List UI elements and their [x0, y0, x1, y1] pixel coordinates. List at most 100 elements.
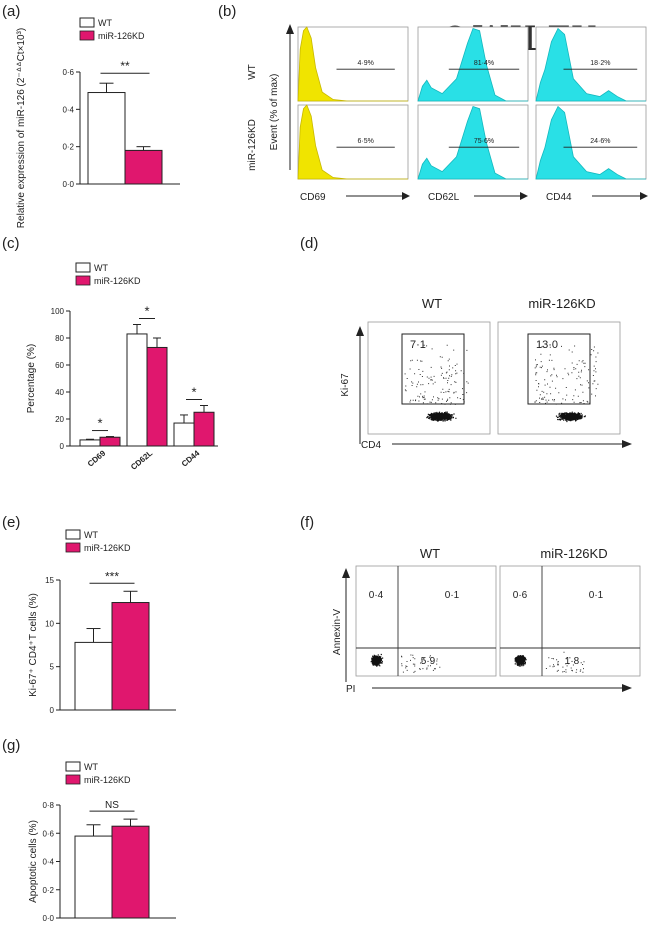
bar-kd: [146, 346, 168, 447]
legend-label-wt: WT: [98, 18, 112, 28]
quadrant-value-ul: 0·6: [513, 590, 528, 601]
histogram-grid: Event (% of max) WT miR-126KD 4·9% 81·4% 18·2…: [247, 24, 648, 203]
column-label: CD44: [546, 192, 572, 203]
bar-wt: [74, 835, 113, 919]
column-label: CD62L: [428, 192, 460, 203]
column-label: CD69: [300, 192, 326, 203]
row-label-kd: miR-126KD: [247, 119, 258, 171]
histogram-curve: [535, 105, 646, 180]
quadrant-value-lr: 5·9: [421, 656, 436, 667]
significance-label: **: [120, 59, 130, 73]
panel-label-e: (e): [2, 514, 20, 531]
y-tick-label: 0·0: [62, 180, 74, 189]
gate-box: [401, 333, 465, 405]
y-tick-label: 15: [45, 576, 54, 585]
y-tick-label: 0: [60, 442, 65, 451]
x-axis-arrow: [520, 192, 528, 200]
bar-kd: [111, 825, 150, 919]
y-axis-label: Ki-67: [340, 373, 351, 397]
y-axis-label: Apoptotic cells (%): [28, 820, 39, 903]
histogram-curve: [535, 27, 646, 102]
y-axis-arrow: [356, 326, 364, 336]
dot-cloud: [555, 411, 586, 423]
x-axis-label: PI: [346, 684, 355, 695]
dotplot-title: miR-126KD: [528, 296, 595, 311]
y-tick-label: 10: [45, 619, 54, 628]
legend-swatch-kd: [79, 30, 95, 41]
legend-swatch-kd: [65, 774, 81, 785]
significance-label: *: [191, 385, 196, 400]
y-axis-arrow: [342, 568, 350, 578]
dotplot-frame: [497, 321, 621, 435]
panel-label-b: (b): [218, 3, 236, 20]
legend-label-kd: miR-126KD: [84, 543, 131, 553]
gate-value: 18·2%: [590, 60, 610, 67]
legend-swatch-wt: [75, 262, 91, 273]
panel-label-f: (f): [300, 514, 314, 531]
gate-value: 7·1: [410, 339, 426, 351]
panel-label-d: (d): [300, 235, 318, 252]
legend-label-wt: WT: [94, 263, 108, 273]
histogram-curve: [297, 104, 408, 180]
gate-value: 6·5%: [357, 138, 373, 145]
legend-label-kd: miR-126KD: [84, 775, 131, 785]
y-axis-arrow: [286, 24, 294, 34]
significance-label: NS: [105, 800, 119, 811]
chart-a: 0·0 0·2 0·4 0·6 Relative expression of miR-1…: [16, 28, 180, 228]
y-tick-label: 0·0: [42, 914, 54, 923]
legend-g: WT miR-126KD: [65, 761, 131, 785]
legend-c: WT miR-126KD: [75, 262, 141, 286]
x-axis-arrow: [622, 440, 632, 448]
y-tick-label: 0·8: [42, 801, 54, 810]
x-axis-arrow: [640, 192, 648, 200]
category-label: CD62L: [129, 449, 154, 472]
panel-label-a: (a): [2, 3, 20, 20]
annexin-dotplots: Annexin-V PI WT 0·4 0·1 5·9 miR-126KD 0·6 0·1 1·8: [332, 546, 641, 695]
dot-cloud: [370, 653, 384, 667]
bar-kd: [124, 149, 163, 185]
y-tick-label: 0·6: [62, 68, 74, 77]
gate-value: 81·4%: [474, 60, 494, 67]
legend-label-kd: miR-126KD: [94, 276, 141, 286]
legend-swatch-wt: [65, 529, 81, 540]
category-label: CD44: [180, 448, 202, 468]
ki67-dotplots: Ki-67 CD4 WT 7·1 miR-126KD 13·0: [340, 296, 632, 451]
legend-label-kd: miR-126KD: [98, 31, 145, 41]
significance-label: *: [97, 416, 102, 431]
bar-wt: [126, 333, 148, 447]
y-tick-label: 0·4: [62, 105, 74, 114]
x-axis-label: CD4: [361, 440, 381, 451]
bar-wt: [79, 439, 101, 447]
quadrant-value-lr: 1·8: [565, 656, 580, 667]
y-tick-label: 40: [55, 388, 64, 397]
y-tick-label: 5: [50, 663, 55, 672]
legend-swatch-wt: [79, 17, 95, 28]
y-tick-label: 0·4: [42, 858, 54, 867]
y-axis-label: Annexin-V: [332, 609, 343, 655]
legend-label-wt: WT: [84, 762, 98, 772]
x-axis-arrow: [402, 192, 410, 200]
legend-a: WT miR-126KD: [79, 17, 145, 41]
dotplot-title: miR-126KD: [540, 546, 607, 561]
bar-kd: [193, 411, 215, 447]
chart-c: 0 20 40 60 80 100 Percentage (%) * * * CD69 CD62L CD…: [26, 304, 218, 472]
legend-swatch-kd: [75, 275, 91, 286]
gate-value: 4·9%: [357, 60, 373, 67]
y-tick-label: 0·2: [42, 886, 54, 895]
quadrant-value-ur: 0·1: [445, 590, 460, 601]
significance-label: ***: [105, 569, 119, 583]
y-axis-label: Ki-67⁺ CD4⁺T cells (%): [28, 593, 39, 697]
y-tick-label: 0·2: [62, 143, 74, 152]
gate-box: [527, 333, 591, 405]
gate-value: 13·0: [536, 339, 558, 351]
y-axis-label: Relative expression of miR-126 (2⁻ᐞᐞCt×1…: [16, 28, 27, 228]
y-tick-label: 20: [55, 415, 64, 424]
sparse-dots: [401, 654, 441, 673]
histogram-curve: [297, 26, 408, 102]
quadrant-value-ul: 0·4: [369, 590, 384, 601]
dotplot-title: WT: [420, 546, 440, 561]
chart-e: 0 5 10 15 Ki-67⁺ CD4⁺T cells (%) ***: [28, 569, 176, 715]
dot-cloud: [426, 411, 457, 422]
bar-kd: [99, 436, 121, 447]
